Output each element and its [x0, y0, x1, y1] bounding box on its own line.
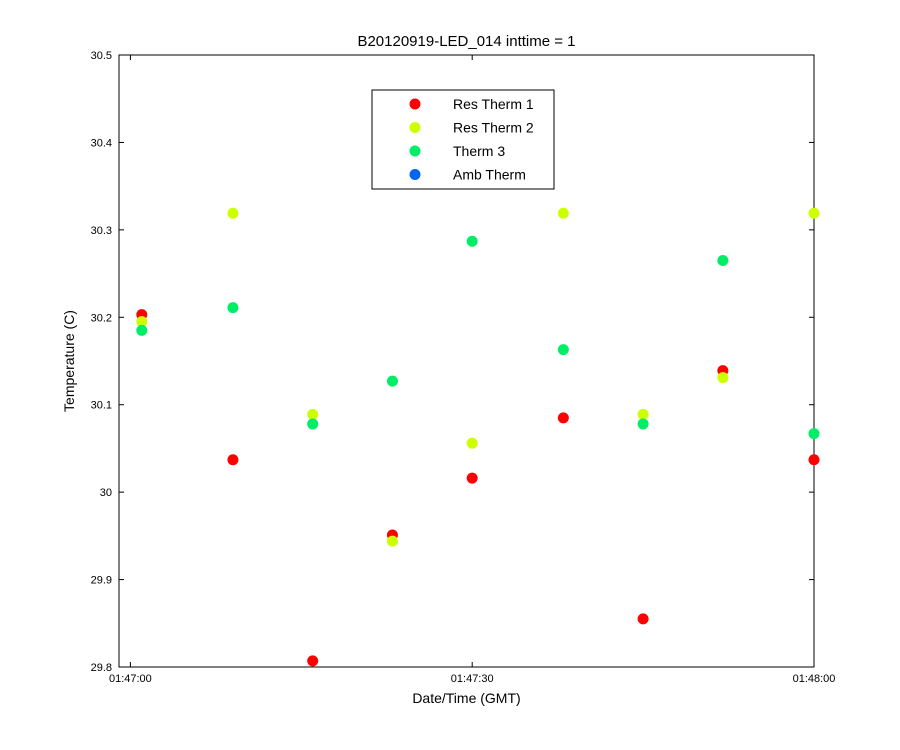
point-res-therm-2 [557, 207, 569, 219]
point-res-therm-2 [386, 535, 398, 547]
y-tick-label: 30.5 [91, 50, 112, 62]
point-res-therm-2 [307, 408, 319, 420]
legend-marker [409, 98, 421, 110]
point-res-therm-2 [466, 437, 478, 449]
y-tick-label: 30.4 [91, 137, 112, 149]
chart-title: B20120919-LED_014 inttime = 1 [357, 33, 575, 50]
y-tick-label: 29.9 [91, 575, 112, 587]
x-tick-label: 01:47:30 [451, 673, 494, 685]
legend-marker [409, 122, 421, 133]
point-therm-3 [808, 428, 820, 440]
y-tick-label: 30.3 [91, 225, 112, 237]
point-therm-3 [717, 254, 729, 266]
legend-label: Amb Therm [453, 167, 526, 183]
x-tick-label: 01:47:00 [109, 673, 152, 685]
x-axis-label: Date/Time (GMT) [412, 690, 520, 706]
point-res-therm-1 [466, 472, 478, 484]
legend-label: Res Therm 2 [453, 120, 534, 136]
point-res-therm-2 [136, 316, 148, 328]
x-tick-label: 01:48:00 [793, 673, 836, 685]
point-res-therm-1 [227, 454, 239, 466]
point-res-therm-2 [808, 207, 820, 219]
y-tick-label: 30.2 [91, 312, 112, 324]
data-points [136, 207, 820, 667]
point-therm-3 [227, 302, 239, 314]
point-therm-3 [307, 418, 319, 430]
legend-marker [409, 169, 421, 180]
y-tick-label: 29.8 [91, 662, 112, 674]
point-res-therm-1 [307, 655, 319, 667]
legend-marker [409, 145, 421, 157]
point-res-therm-2 [227, 207, 239, 219]
point-res-therm-1 [808, 454, 820, 466]
axes: 29.8 29.9 30 30.1 30.2 30.3 30.4 30.5 01:47:00 01… [91, 50, 836, 685]
point-res-therm-2 [637, 408, 649, 420]
y-tick-label: 30.1 [91, 400, 112, 412]
point-therm-3 [386, 375, 398, 387]
legend-label: Res Therm 1 [453, 96, 534, 112]
legend-box [371, 89, 555, 190]
point-therm-3 [466, 235, 478, 247]
point-res-therm-1 [637, 613, 649, 625]
legend: Res Therm 1 Res Therm 2 Therm 3 Amb Therm [371, 89, 555, 190]
legend-label: Therm 3 [453, 143, 505, 159]
point-res-therm-1 [557, 412, 569, 424]
point-therm-3 [637, 418, 649, 430]
y-axis-label: Temperature (C) [61, 310, 77, 412]
y-tick-label: 30 [100, 487, 112, 499]
point-res-therm-2 [717, 372, 729, 384]
point-therm-3 [136, 324, 148, 336]
point-therm-3 [557, 344, 569, 356]
